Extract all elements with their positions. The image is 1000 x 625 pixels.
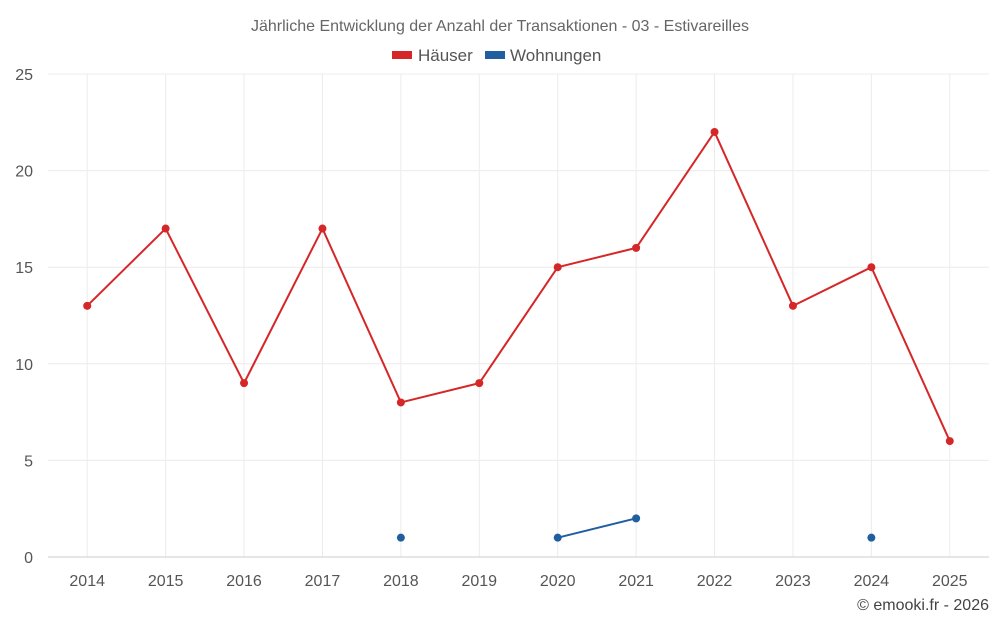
x-tick-label: 2021 xyxy=(618,573,654,590)
credit-text: © emooki.fr - 2026 xyxy=(857,597,989,614)
data-point[interactable] xyxy=(161,224,170,233)
legend-item-haeuser[interactable]: Häuser xyxy=(392,46,473,65)
data-point[interactable] xyxy=(553,533,562,542)
series-line xyxy=(557,517,637,539)
legend-label-haeuser: Häuser xyxy=(418,46,473,65)
x-tick-label: 2022 xyxy=(697,573,733,590)
legend-swatch-wohnungen xyxy=(485,51,505,59)
data-point[interactable] xyxy=(632,514,641,523)
grid xyxy=(48,73,989,557)
legend-swatch-haeuser xyxy=(392,51,412,59)
data-point[interactable] xyxy=(945,437,954,446)
y-tick-label: 15 xyxy=(15,260,33,277)
data-point[interactable] xyxy=(396,398,405,407)
y-tick-label: 10 xyxy=(15,357,33,374)
x-tick-label: 2016 xyxy=(226,573,262,590)
data-point[interactable] xyxy=(788,301,797,310)
x-tick-label: 2015 xyxy=(148,573,184,590)
data-point[interactable] xyxy=(83,301,92,310)
x-tick-label: 2019 xyxy=(461,573,497,590)
y-tick-label: 25 xyxy=(15,67,33,84)
legend[interactable]: Häuser Wohnungen xyxy=(392,46,601,65)
data-point[interactable] xyxy=(396,533,405,542)
x-tick-label: 2018 xyxy=(383,573,419,590)
series-line xyxy=(86,130,951,442)
series xyxy=(83,127,954,542)
x-tick-label: 2020 xyxy=(540,573,576,590)
x-tick-label: 2023 xyxy=(775,573,811,590)
y-tick-label: 20 xyxy=(15,164,33,181)
series-1 xyxy=(396,514,876,542)
data-point[interactable] xyxy=(240,379,249,388)
data-point[interactable] xyxy=(632,243,641,252)
data-point[interactable] xyxy=(553,263,562,272)
chart-title: Jährliche Entwicklung der Anzahl der Tra… xyxy=(251,18,749,35)
y-tick-label: 0 xyxy=(24,550,33,567)
x-tick-label: 2017 xyxy=(305,573,341,590)
x-tick-label: 2024 xyxy=(854,573,890,590)
data-point[interactable] xyxy=(475,379,484,388)
data-point[interactable] xyxy=(867,263,876,272)
data-point[interactable] xyxy=(318,224,327,233)
data-point[interactable] xyxy=(867,533,876,542)
y-tick-label: 5 xyxy=(24,453,33,470)
series-0 xyxy=(83,127,954,446)
data-point[interactable] xyxy=(710,127,719,136)
legend-item-wohnungen[interactable]: Wohnungen xyxy=(485,46,601,65)
legend-label-wohnungen: Wohnungen xyxy=(510,46,601,65)
x-tick-label: 2014 xyxy=(69,573,105,590)
x-tick-label: 2025 xyxy=(932,573,968,590)
